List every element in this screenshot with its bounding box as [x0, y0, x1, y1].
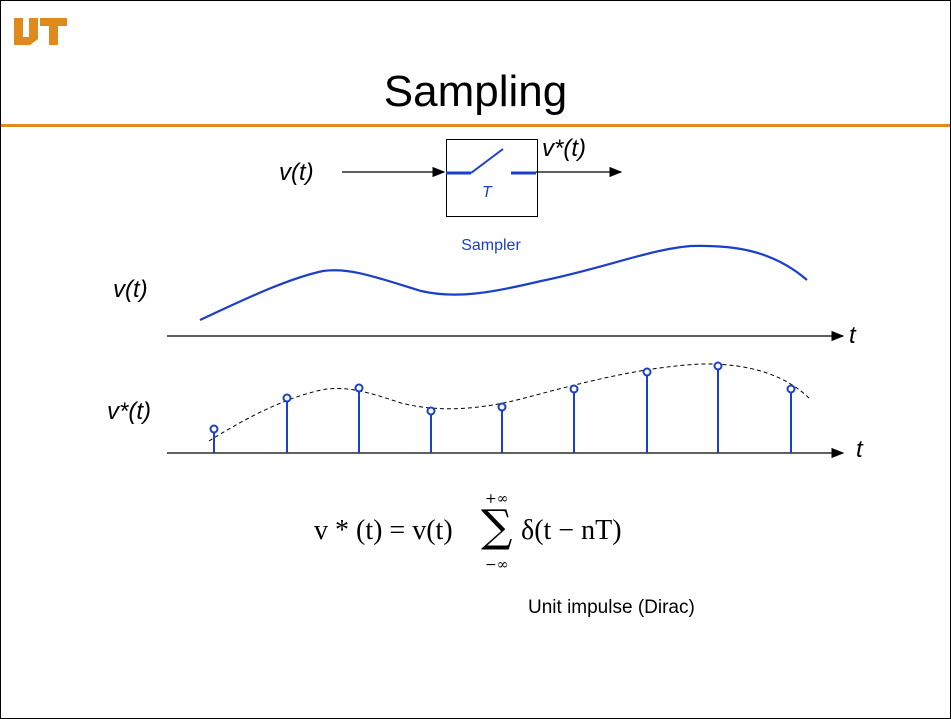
continuous-signal-label: v(t)	[113, 276, 148, 303]
sample-point	[642, 367, 652, 377]
sampled-envelope-curve	[208, 363, 810, 442]
title-divider	[1, 124, 950, 127]
continuous-time-axis-label: t	[849, 322, 856, 349]
sum-upper-limit: +∞	[485, 491, 509, 507]
summation-block: +∞ ∑ −∞	[479, 491, 519, 581]
sample-point	[713, 361, 723, 371]
sampling-formula: v * (t) = v(t) +∞ ∑ −∞ δ(t − nT)	[1, 491, 950, 581]
formula-rhs: δ(t − nT)	[521, 515, 622, 546]
sample-point	[426, 406, 436, 416]
sampled-signal-label: v*(t)	[107, 398, 151, 425]
sum-lower-limit: −∞	[485, 557, 509, 573]
formula-lhs: v * (t) = v(t)	[314, 515, 453, 546]
sampling-period-label: T	[482, 184, 492, 201]
sampler-output-label: v*(t)	[542, 135, 586, 162]
sample-point	[282, 393, 292, 403]
ut-logo-icon	[14, 18, 67, 45]
continuous-signal-curve	[199, 244, 808, 321]
sum-symbol: ∑	[481, 501, 513, 552]
sample-point	[209, 424, 219, 434]
sample-point	[354, 383, 364, 393]
sampled-time-axis-label: t	[856, 436, 863, 463]
sample-point	[786, 384, 796, 394]
slide-title: Sampling	[383, 67, 568, 116]
sample-point	[497, 402, 507, 412]
sample-point	[569, 384, 579, 394]
switch-icon	[446, 148, 536, 175]
sampler-block	[446, 139, 538, 217]
sampler-caption: Sampler	[461, 237, 521, 254]
dirac-note: Unit impulse (Dirac)	[528, 597, 695, 618]
sampler-input-label: v(t)	[279, 159, 314, 186]
sample-impulses	[209, 361, 796, 453]
